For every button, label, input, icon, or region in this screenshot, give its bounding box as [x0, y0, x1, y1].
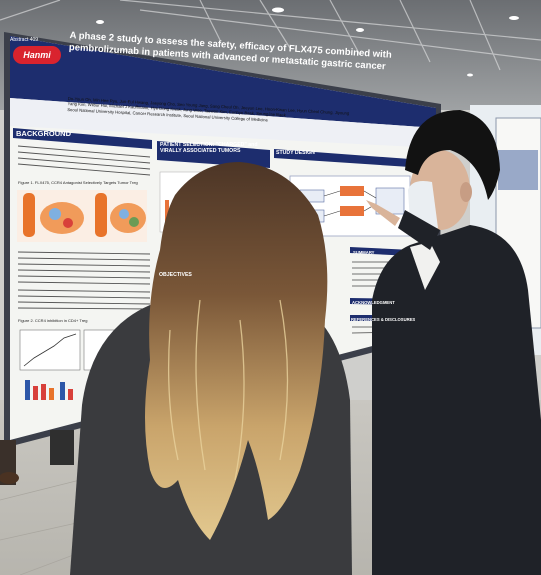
- man-pointing-arm: [366, 200, 400, 226]
- man-sleeve: [398, 210, 440, 250]
- background-poster-figure: [498, 150, 538, 190]
- acknowledgment-heading: ACKNOWLEDGMENT: [352, 300, 395, 305]
- study-design-heading: STUDY DESIGN: [276, 150, 315, 156]
- poster-header: [10, 36, 436, 128]
- man-jacket: [372, 225, 541, 575]
- woman-hair: [145, 162, 328, 540]
- figure-1-caption: Figure 1. FLX475, CCR4 Antagonist Select…: [18, 180, 138, 185]
- figure-2-caption: Figure 2. CCR4 inhibition in CD4+ Treg: [18, 318, 88, 323]
- hanmi-logo: Hanmi: [13, 46, 61, 64]
- references-heading: REFERENCES & DISCLOSURES: [351, 317, 416, 322]
- woman-hair-strands: [167, 299, 289, 481]
- background-person-legs: [50, 430, 74, 465]
- person-left-edge-shoe: [0, 472, 19, 484]
- poster-author-band: [10, 98, 436, 148]
- background-heading: BACKGROUND: [16, 129, 71, 138]
- figure-1-illustration: [17, 190, 147, 242]
- ceiling-trusses: [0, 0, 541, 71]
- man-shirt-collar: [410, 242, 440, 290]
- background-section-bar: [13, 128, 152, 149]
- summary-heading: SUMMARY: [353, 250, 375, 255]
- background-text-lines: [17, 145, 151, 310]
- patient-selection-heading: PATIENT SELECTION: "CHARGED" and VIRALLY…: [160, 142, 258, 154]
- ceiling-lights: [96, 7, 519, 77]
- poster-abstract-id: Abstract 409: [10, 37, 39, 43]
- man-ear: [460, 182, 472, 202]
- objectives-heading: OBJECTIVES: [159, 272, 192, 278]
- study-design-bar: [274, 149, 410, 167]
- patient-selection-bar: [157, 141, 270, 168]
- man-hair: [405, 110, 500, 200]
